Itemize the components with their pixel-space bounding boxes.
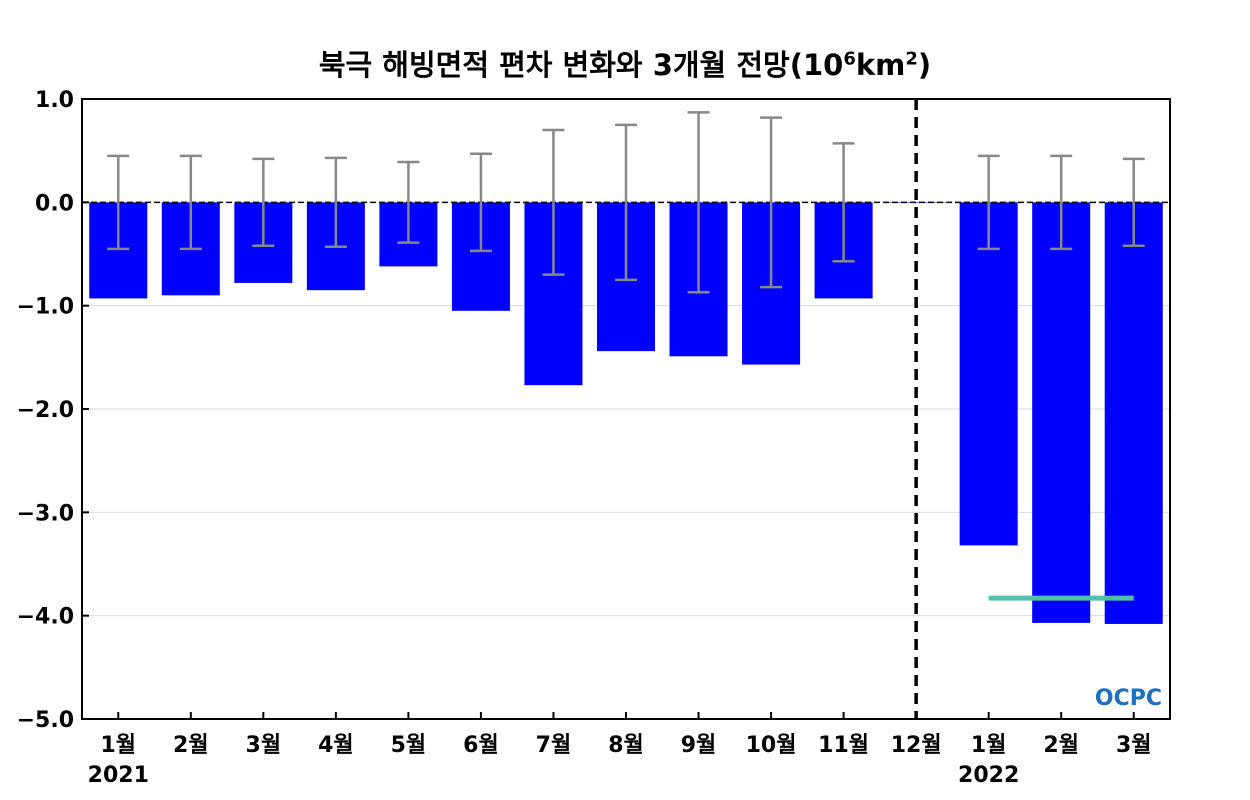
- x-tick-label: 9월: [681, 733, 717, 758]
- y-tick-label: −3.0: [17, 501, 74, 526]
- year-label: 2022: [958, 763, 1019, 788]
- y-tick-label: −1.0: [17, 295, 74, 320]
- x-axis-ticks: 1월 2월 3월 4월 5월 6월 7월 8월 9월 10월 11월 12월 1월 2월 3월 2021 202…: [88, 712, 1152, 788]
- x-tick-label: 10월: [746, 733, 797, 758]
- y-tick-label: −4.0: [17, 605, 74, 630]
- y-axis-ticks: 1.0 0.0 −1.0 −2.0 −3.0 −4.0 −5.0: [17, 88, 89, 733]
- x-tick-label: 3월: [246, 733, 282, 758]
- x-tick-label: 8월: [608, 733, 644, 758]
- bars: [82, 201, 1170, 624]
- x-tick-label: 1월: [971, 733, 1007, 758]
- x-tick-label: 6월: [463, 733, 499, 758]
- x-tick-label: 2월: [1043, 733, 1079, 758]
- bar: [1104, 202, 1163, 624]
- bar: [887, 202, 946, 203]
- x-tick-label: 12월: [891, 733, 942, 758]
- y-tick-label: −2.0: [17, 398, 74, 423]
- bar: [959, 202, 1018, 546]
- x-tick-label: 11월: [818, 733, 869, 758]
- overlays: [914, 99, 1134, 719]
- x-tick-label: 2월: [173, 733, 209, 758]
- bar: [1032, 202, 1091, 623]
- y-tick-label: 1.0: [35, 88, 74, 113]
- x-tick-label: 5월: [391, 733, 427, 758]
- year-label: 2021: [88, 763, 149, 788]
- x-tick-label: 1월: [100, 733, 136, 758]
- error-bars: [107, 111, 1145, 294]
- x-tick-label: 4월: [318, 733, 354, 758]
- y-tick-label: 0.0: [35, 191, 74, 216]
- x-tick-label: 7월: [536, 733, 572, 758]
- chart-title: 북극 해빙면적 편차 변화와 3개월 전망(106km2): [318, 48, 932, 82]
- y-tick-label: −5.0: [17, 708, 74, 733]
- ocpc-logo: OCPC: [1095, 686, 1162, 711]
- x-tick-label: 3월: [1116, 733, 1152, 758]
